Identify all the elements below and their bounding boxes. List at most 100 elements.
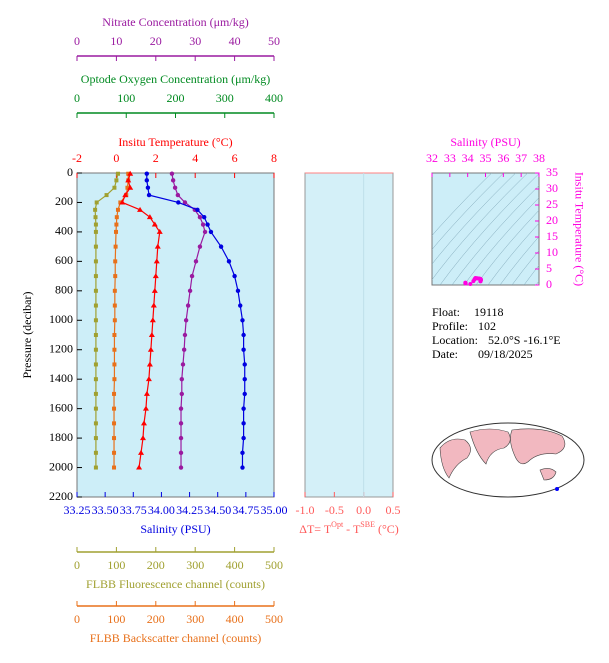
data-point xyxy=(93,450,98,455)
x-tick-label: 36 xyxy=(497,151,509,165)
x-tick-label: 500 xyxy=(265,558,283,572)
data-point xyxy=(144,171,149,176)
info-label: Profile: xyxy=(432,319,468,333)
info-value: 19118 xyxy=(474,305,504,319)
axis-title: Nitrate Concentration (μm/kg) xyxy=(102,15,248,29)
data-point xyxy=(182,200,188,205)
data-point xyxy=(187,288,193,294)
data-point xyxy=(93,303,98,308)
data-point xyxy=(240,465,245,470)
data-point xyxy=(93,377,98,382)
density-contour xyxy=(463,197,539,285)
data-point xyxy=(178,421,184,426)
data-point xyxy=(152,273,159,279)
data-point xyxy=(242,376,247,382)
data-point xyxy=(197,244,203,249)
y-axis-title: Pressure (decibar) xyxy=(20,292,34,379)
x-axis-title-part: (°C) xyxy=(375,522,399,536)
info-value: 102 xyxy=(478,319,496,333)
data-point xyxy=(145,185,151,190)
data-point xyxy=(169,171,175,176)
data-point xyxy=(146,192,152,198)
axis-title: FLBB Fluorescence channel (counts) xyxy=(86,577,265,591)
data-point xyxy=(93,318,98,323)
density-contour xyxy=(487,222,539,285)
x-tick-label: 33.50 xyxy=(92,503,119,517)
data-point xyxy=(112,465,117,470)
data-point xyxy=(93,465,98,470)
data-point xyxy=(112,303,117,308)
ts-point xyxy=(468,282,473,287)
data-point xyxy=(93,229,98,234)
x-tick-label: 32 xyxy=(426,151,438,165)
data-point xyxy=(93,333,98,337)
data-point xyxy=(142,405,149,411)
x-tick-label: 38 xyxy=(533,151,545,165)
data-point xyxy=(136,464,143,470)
data-point xyxy=(113,274,118,279)
data-point xyxy=(241,421,246,426)
x-axis-title-part: SBE xyxy=(360,520,375,529)
data-point xyxy=(240,450,245,456)
data-point xyxy=(112,318,117,323)
y-tick-label: 15 xyxy=(546,229,558,243)
data-point xyxy=(112,347,117,352)
data-point xyxy=(241,406,246,411)
x-tick-label: 6 xyxy=(232,151,238,165)
data-point xyxy=(93,215,98,220)
x-tick-label: 40 xyxy=(229,34,241,48)
data-point xyxy=(151,287,158,293)
data-point xyxy=(241,347,246,352)
data-point xyxy=(114,229,119,234)
info-value: 09/18/2025 xyxy=(478,347,533,361)
x-tick-label: 400 xyxy=(226,612,244,626)
density-contour xyxy=(499,236,539,285)
density-contour xyxy=(451,185,539,285)
x-axis-title: ΔT= TOpt - TSBE (°C) xyxy=(299,520,399,536)
data-point xyxy=(156,228,163,234)
y-tick-label: 10 xyxy=(546,245,558,259)
x-tick-label: 100 xyxy=(117,91,135,105)
density-contour xyxy=(511,250,539,285)
x-tick-label: 0 xyxy=(74,558,80,572)
data-point xyxy=(242,362,247,367)
data-point xyxy=(93,207,98,212)
data-point xyxy=(185,303,191,308)
x-tick-label: 35.00 xyxy=(261,503,288,517)
data-point xyxy=(153,258,160,264)
data-point xyxy=(112,288,117,293)
axis-title: Optode Oxygen Concentration (μm/kg) xyxy=(81,72,270,86)
data-point xyxy=(205,222,210,227)
data-point xyxy=(148,332,155,337)
y-tick-label: 1000 xyxy=(49,312,73,326)
x-tick-label: 34.50 xyxy=(204,503,231,517)
axis-title: Insitu Temperature (°C) xyxy=(118,135,232,149)
data-point xyxy=(112,377,117,382)
data-point xyxy=(176,200,181,205)
data-point xyxy=(242,391,247,397)
data-point xyxy=(126,171,131,176)
x-tick-label: -0.5 xyxy=(325,503,344,517)
info-label: Location: xyxy=(432,333,478,347)
data-point xyxy=(125,177,132,183)
data-point xyxy=(113,259,118,264)
x-tick-label: 300 xyxy=(186,612,204,626)
data-point xyxy=(179,391,185,397)
ts-point xyxy=(478,279,483,284)
data-point xyxy=(145,376,152,382)
data-point xyxy=(195,207,200,213)
y-tick-label: 1200 xyxy=(49,341,73,355)
data-point xyxy=(226,259,232,264)
data-point xyxy=(115,207,120,212)
x-tick-label: -1.0 xyxy=(296,503,315,517)
x-tick-label: 0 xyxy=(74,34,80,48)
data-point xyxy=(181,347,187,352)
data-point xyxy=(240,318,245,323)
data-point xyxy=(178,450,184,456)
data-point xyxy=(127,170,134,176)
data-point xyxy=(114,215,119,220)
density-contour xyxy=(439,173,539,285)
data-point xyxy=(125,185,130,190)
ts-point xyxy=(463,281,468,286)
